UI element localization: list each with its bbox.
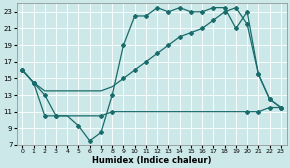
- X-axis label: Humidex (Indice chaleur): Humidex (Indice chaleur): [92, 156, 211, 164]
